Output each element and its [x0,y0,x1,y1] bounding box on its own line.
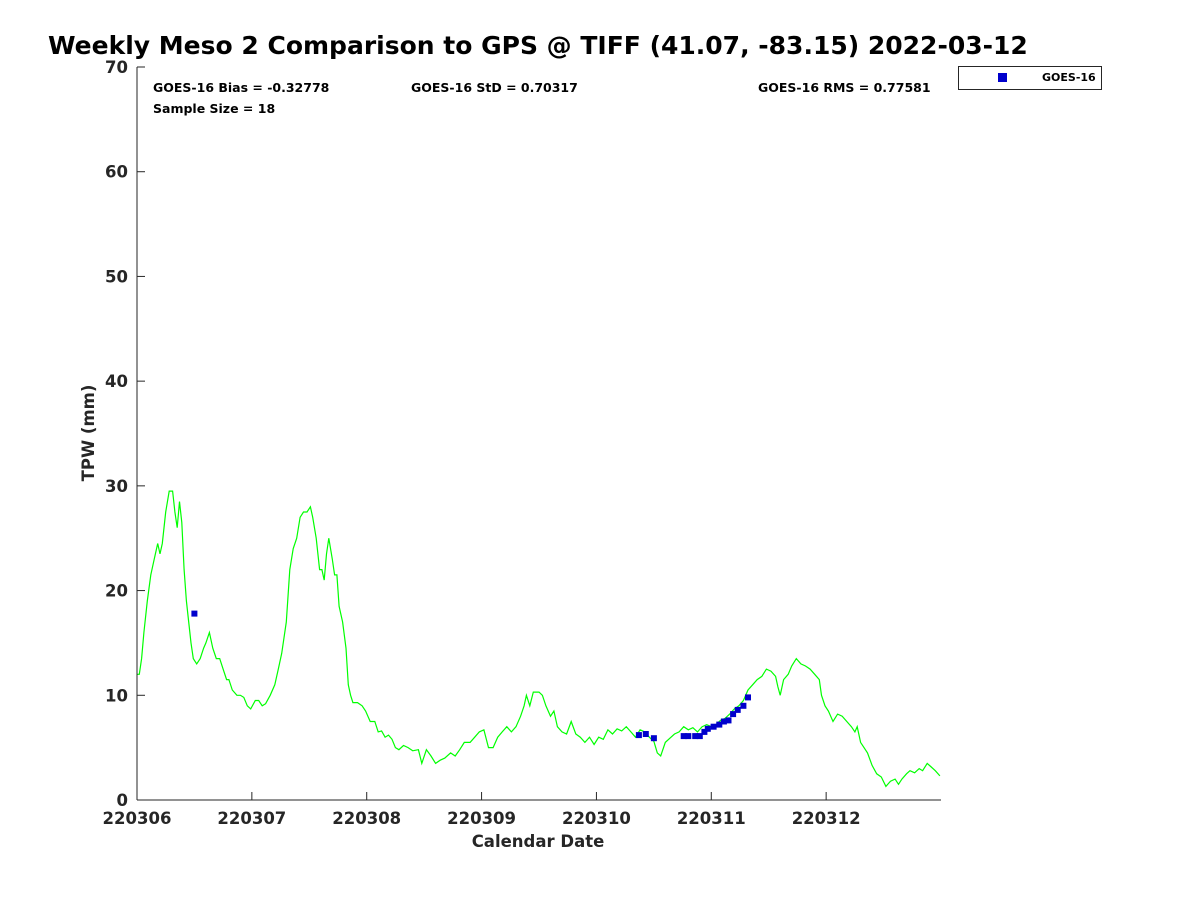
goes16-data-point [734,706,741,713]
y-tick-label: 50 [105,267,128,286]
goes16-data-point [730,711,737,718]
x-tick-label: 220310 [562,809,631,828]
y-tick-label: 70 [105,58,128,77]
goes16-data-point [635,732,642,739]
legend: GOES-16 [958,66,1102,90]
gps-tpw-line [137,490,941,788]
y-tick-label: 20 [105,582,128,601]
x-tick-label: 220306 [103,809,172,828]
goes16-data-point [692,733,699,740]
std-stat: GOES-16 StD = 0.70317 [411,80,578,95]
goes16-data-point [710,723,717,730]
goes16-data-point [642,731,649,737]
y-tick-label: 30 [105,477,128,496]
rms-stat: GOES-16 RMS = 0.77581 [758,80,931,95]
axes-layer: 0 10 20 30 40 50 60 70 220306 220307 220308 220309 2… [103,58,941,828]
goes16-data-point [680,733,687,740]
goes16-data-point [740,702,747,709]
y-tick-label: 60 [105,163,128,182]
y-tick-label: 40 [105,372,128,391]
goes16-data-point [725,717,732,724]
y-tick-label: 10 [105,686,128,705]
goes16-data-point [716,721,723,728]
goes16-data-point [745,694,751,701]
scatter-layer [191,610,751,742]
line-layer [137,490,941,788]
legend-label: GOES-16 [1042,71,1096,84]
goes16-data-point [696,733,703,740]
x-tick-label: 220307 [217,809,286,828]
x-axis-label: Calendar Date [472,832,605,851]
chart-title: Weekly Meso 2 Comparison to GPS @ TIFF (… [48,31,1028,60]
goes16-data-point [191,610,198,617]
goes16-data-point [701,728,708,735]
bias-stat: GOES-16 Bias = -0.32778 [153,80,329,95]
y-tick-label: 0 [117,791,128,810]
goes16-data-point [685,733,692,740]
legend-box [958,66,1102,90]
goes16-data-point [720,718,727,725]
y-axis-label: TPW (mm) [79,385,98,482]
goes16-data-point [650,735,657,742]
x-tick-label: 220308 [332,809,401,828]
goes16-data-point [704,725,711,732]
legend-marker [998,73,1007,82]
x-tick-label: 220312 [792,809,861,828]
x-tick-label: 220309 [447,809,516,828]
plot-area: 0 10 20 30 40 50 60 70 220306 220307 220308 220309 2… [103,58,941,828]
x-tick-label: 220311 [677,809,746,828]
sample-size-stat: Sample Size = 18 [153,101,275,116]
